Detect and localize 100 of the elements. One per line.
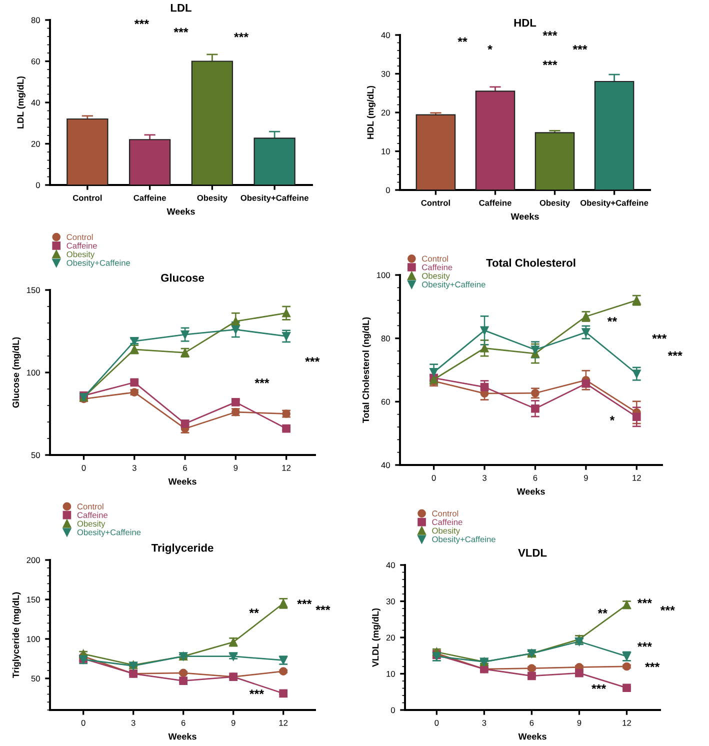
x-tick-label: 3 — [132, 464, 136, 471]
y-tick-label: 40 — [381, 462, 390, 468]
y-tick-label: 50 — [31, 452, 40, 458]
x-tick-label: 3 — [131, 720, 136, 726]
x-axis-title: Weeks — [518, 733, 546, 740]
annotation: *** — [134, 20, 149, 24]
y-tick-label: 100 — [27, 636, 40, 642]
chart-title: Total Cholesterol — [486, 258, 576, 267]
x-tick-label: 0 — [434, 720, 439, 726]
y-tick-label: 10 — [382, 148, 390, 154]
annotation: *** — [174, 28, 188, 32]
y-tick-label: 200 — [26, 557, 40, 564]
legend-label: Obesity+Caffeine — [77, 529, 141, 537]
y-tick-label: 60 — [381, 398, 390, 405]
y-tick-label: 80 — [31, 17, 40, 24]
x-tick-label: 3 — [482, 720, 486, 726]
legend-label: Control — [77, 503, 104, 510]
x-tick-label: 6 — [181, 720, 186, 726]
y-tick-label: 100 — [27, 370, 40, 376]
y-axis-title: LDL (mg/dL) — [17, 76, 26, 128]
chart-title: HDL — [514, 19, 536, 27]
legend-label: Caffeine — [432, 518, 462, 526]
x-tick-label: 12 — [632, 474, 641, 481]
annotation: * — [488, 45, 492, 50]
x-axis-title: Weeks — [168, 733, 196, 740]
x-tick-label: Caffeine — [134, 194, 166, 201]
legend-label: Caffeine — [77, 512, 108, 518]
y-tick-label: 80 — [381, 336, 390, 342]
y-tick-label: 0 — [386, 187, 390, 194]
x-tick-label: 9 — [584, 474, 588, 481]
legend-label: Obesity+Caffeine — [66, 260, 130, 268]
x-axis-title: Weeks — [166, 208, 195, 215]
x-tick-label: Obesity+Caffeine — [240, 194, 308, 202]
x-tick-label: 9 — [231, 720, 236, 726]
y-tick-label: 20 — [381, 110, 390, 116]
x-tick-label: 9 — [234, 464, 238, 471]
annotation: *** — [542, 31, 558, 36]
legend-label: Control — [66, 234, 93, 240]
y-tick-label: 40 — [31, 100, 40, 106]
x-axis-title: Weeks — [516, 488, 545, 495]
y-axis-title: HDL (mg/dL) — [367, 86, 376, 139]
x-tick-label: Caffeine — [479, 200, 512, 206]
y-tick-label: 20 — [386, 634, 395, 641]
x-tick-label: 12 — [282, 464, 291, 471]
x-tick-label: 6 — [533, 474, 538, 481]
x-tick-label: Obesity — [197, 194, 228, 202]
annotation: *** — [254, 378, 270, 384]
y-tick-label: 20 — [31, 140, 40, 147]
annotation: *** — [645, 662, 660, 668]
x-axis-title: Weeks — [510, 213, 539, 220]
annotation: *** — [249, 690, 264, 694]
annotation: ** — [458, 37, 468, 42]
legend-label: Control — [432, 510, 458, 516]
y-axis-title: Triglyceride (mg/dL) — [12, 592, 21, 678]
x-tick-label: 12 — [622, 720, 631, 726]
annotation: *** — [572, 45, 588, 50]
y-axis-title: Glucose (mg/dL) — [12, 337, 21, 408]
y-axis-title: Total Cholesterol (ng/dL) — [362, 317, 371, 423]
legend-label: Obesity — [77, 520, 106, 528]
chart-title: Triglyceride — [151, 544, 214, 554]
annotation: *** — [297, 600, 312, 604]
x-tick-label: Control — [421, 200, 450, 206]
y-tick-label: 10 — [386, 670, 395, 677]
x-tick-label: 12 — [279, 720, 288, 726]
legend-label: Obesity+Caffeine — [422, 281, 486, 290]
annotation: ** — [598, 608, 608, 614]
annotation: *** — [637, 598, 652, 604]
y-tick-label: 40 — [386, 562, 395, 568]
annotation: *** — [592, 684, 606, 689]
y-tick-label: 0 — [36, 182, 40, 188]
text: *** — [660, 606, 675, 611]
annotation: *** — [652, 334, 667, 339]
y-axis-title: VLDL (mg/dL) — [372, 608, 380, 667]
x-tick-label: 0 — [82, 464, 86, 471]
y-tick-label: 0 — [390, 707, 395, 714]
legend-label: Obesity+Caffeine — [432, 536, 496, 544]
annotation: * — [610, 416, 615, 421]
y-tick-label: 30 — [386, 598, 395, 604]
y-tick-label: 30 — [381, 70, 390, 77]
x-tick-label: 0 — [81, 720, 86, 726]
x-tick-label: 6 — [530, 720, 534, 726]
y-tick-label: 40 — [381, 32, 390, 38]
x-tick-label: Obesity+Caffeine — [580, 200, 648, 208]
chart-title: Glucose — [161, 274, 204, 282]
legend-label: Obesity — [432, 528, 460, 536]
x-axis-title: Weeks — [168, 478, 196, 485]
legend-label: Control — [422, 256, 448, 262]
x-tick-label: Control — [72, 194, 102, 201]
text: *** — [668, 351, 682, 356]
y-tick-label: 50 — [31, 676, 40, 682]
x-tick-label: 0 — [432, 474, 436, 481]
x-tick-label: 6 — [183, 464, 187, 471]
text: *** — [316, 606, 330, 610]
y-tick-label: 100 — [377, 272, 390, 278]
x-tick-label: 3 — [482, 474, 486, 481]
x-tick-label: Obesity — [540, 200, 570, 208]
y-tick-label: 150 — [27, 596, 40, 603]
legend-label: Caffeine — [66, 242, 97, 249]
chart-title: VLDL — [518, 549, 547, 557]
chart-title: LDL — [170, 4, 192, 12]
